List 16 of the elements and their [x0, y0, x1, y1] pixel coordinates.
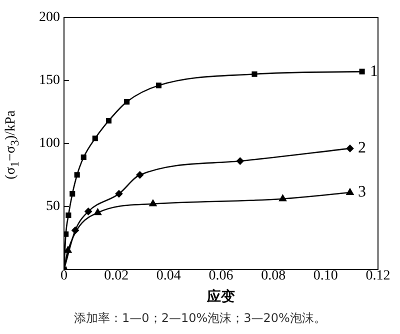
x-tick-label: 0.04 — [156, 268, 181, 284]
y-tick-label: 50 — [46, 199, 60, 214]
series-label: 1 — [370, 62, 378, 80]
series-label: 3 — [358, 184, 366, 201]
x-tick-label: 0.08 — [261, 268, 286, 284]
y-tick-label: 200 — [39, 10, 60, 26]
x-tick-label: 0.06 — [208, 268, 234, 284]
x-tick-label: 0.12 — [366, 268, 390, 284]
series-label: 2 — [358, 140, 366, 157]
text: 添加率：1—0；2—10%泡沫；3—20%泡沫。 — [73, 310, 327, 327]
x-tick-label: 0.02 — [104, 268, 129, 284]
x-tick-label: 0 — [60, 268, 68, 284]
y-tick-label: 100 — [39, 136, 60, 152]
y-tick-label: 150 — [39, 73, 60, 88]
x-axis-title: 应变 — [206, 288, 235, 306]
x-tick-label: 0.10 — [313, 268, 338, 284]
